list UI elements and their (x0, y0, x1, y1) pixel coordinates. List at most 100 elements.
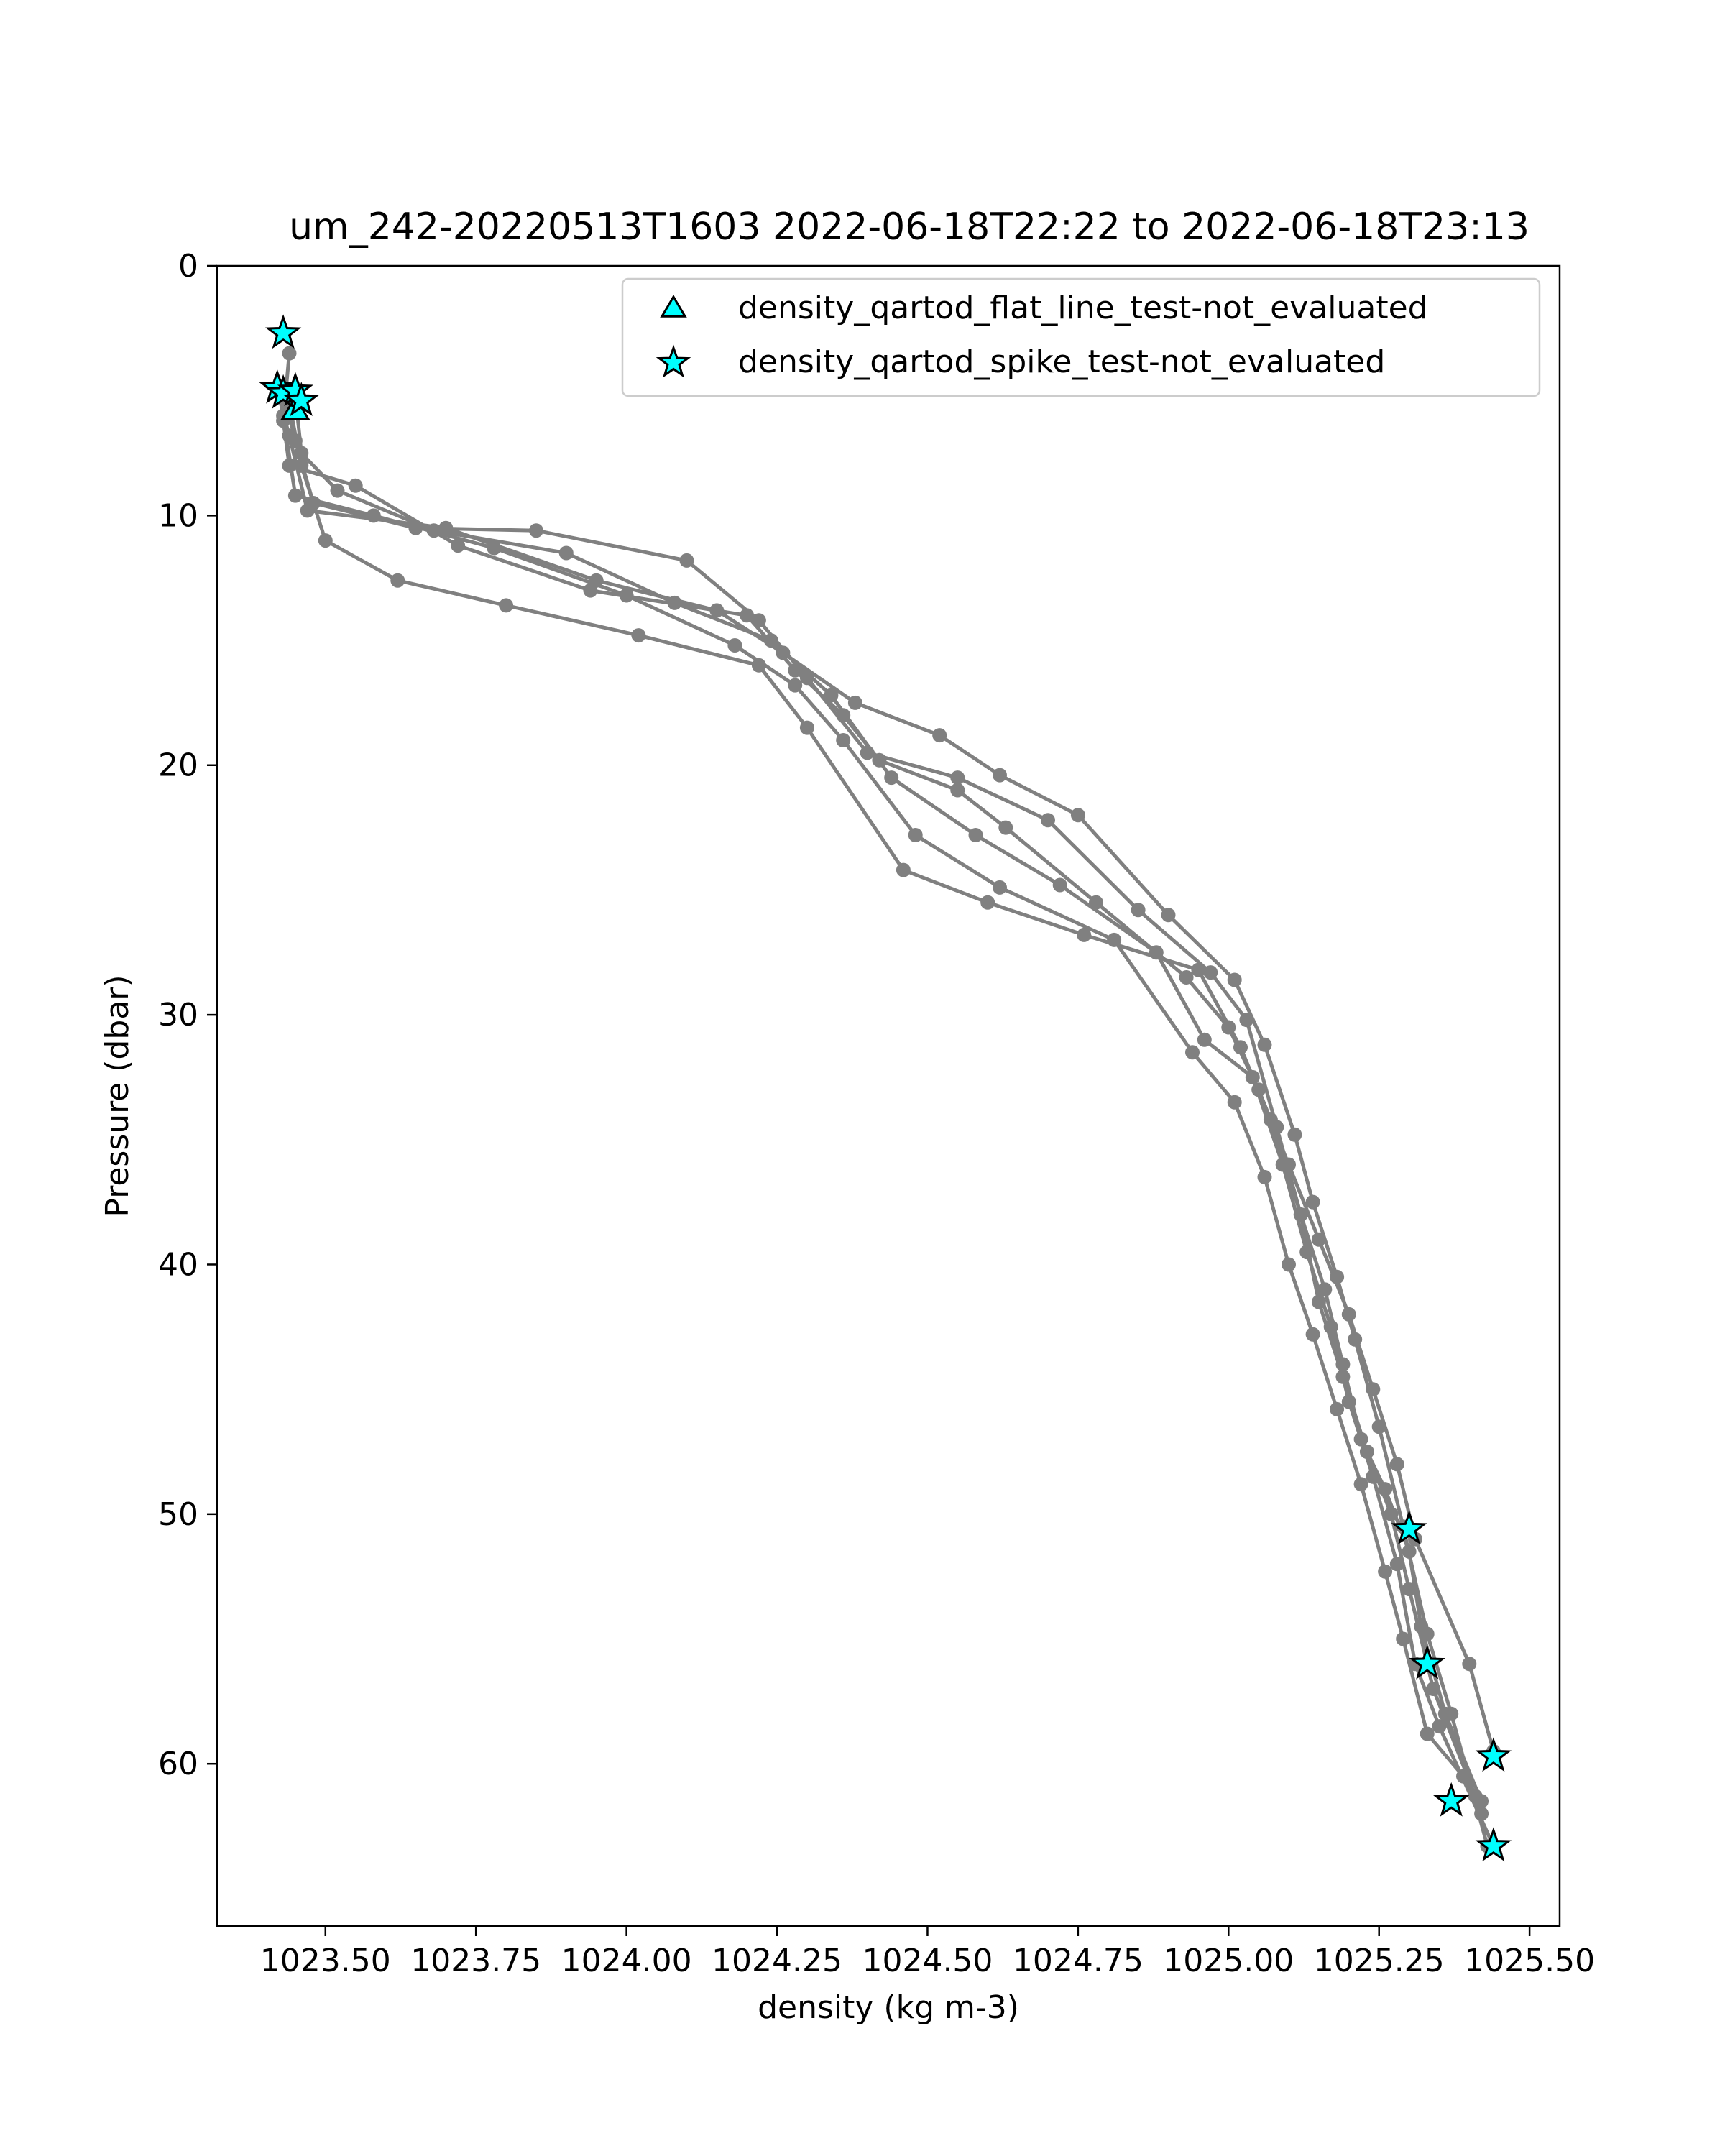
profile-point (1420, 1626, 1435, 1641)
x-tick-label: 1023.50 (260, 1943, 391, 1979)
profile-line (281, 390, 1484, 1802)
profile-point (799, 720, 814, 735)
profile-point (288, 488, 303, 503)
profile-point (998, 820, 1013, 835)
profile-point (487, 540, 502, 556)
y-tick-label: 60 (158, 1746, 198, 1782)
profile-point (1305, 1194, 1320, 1210)
x-tick-label: 1025.00 (1163, 1943, 1294, 1979)
profile-point (751, 613, 766, 628)
profile-point (1282, 1257, 1296, 1272)
profile-point (1161, 908, 1176, 923)
spike-marker (1391, 1510, 1427, 1545)
profile-point (763, 633, 778, 648)
profile-point (1070, 808, 1085, 823)
profile-point (709, 603, 724, 618)
spike-marker (1475, 1737, 1512, 1772)
profile-point (1179, 970, 1194, 985)
profile-point (318, 533, 333, 548)
profile-point (824, 688, 839, 703)
profile-point (667, 595, 682, 610)
x-tick-label: 1025.25 (1314, 1943, 1445, 1979)
spike-marker (1433, 1782, 1470, 1817)
profile-point (993, 880, 1007, 895)
profile-point (1456, 1769, 1471, 1784)
profile-point (451, 538, 466, 553)
spike-marker (1409, 1644, 1445, 1680)
profile-point (1263, 1112, 1278, 1127)
profile-point (1474, 1806, 1489, 1821)
profile-point (1203, 965, 1218, 980)
profiles-layer (270, 346, 1501, 1853)
profile-point (1227, 1095, 1242, 1110)
profile-point (1420, 1726, 1435, 1741)
profile-point (727, 638, 742, 653)
x-tick-label: 1024.50 (862, 1943, 993, 1979)
x-tick-label: 1024.25 (712, 1943, 842, 1979)
profile-point (1041, 813, 1055, 828)
profile-point (1353, 1477, 1368, 1492)
profile-point (1305, 1327, 1320, 1342)
spike-marker (1475, 1827, 1512, 1862)
profile-point (282, 346, 297, 361)
profile-line (281, 353, 1496, 1752)
profile-point (330, 483, 345, 498)
profile-point (1462, 1657, 1477, 1672)
profile-line (293, 395, 1496, 1847)
spike-marker (264, 314, 302, 349)
profile-point (1185, 1045, 1200, 1060)
profile-point (1402, 1582, 1417, 1597)
profile-point (847, 695, 862, 710)
profile-point (896, 862, 911, 877)
profile-point (1426, 1682, 1441, 1696)
profile-point (1348, 1332, 1363, 1347)
profile-point (1444, 1706, 1459, 1721)
profile-line (281, 415, 1484, 1815)
profile-point (1227, 972, 1242, 987)
profile-point (1293, 1207, 1308, 1222)
profile-point (1107, 932, 1122, 947)
profile-point (968, 828, 983, 842)
chart-title: um_242-20220513T1603 2022-06-18T22:22 to… (289, 206, 1530, 249)
y-tick-label: 30 (158, 997, 198, 1033)
profile-point (1389, 1457, 1404, 1472)
legend-label-flat-line: density_qartod_flat_line_test-not_evalua… (738, 290, 1428, 326)
profile-point (1233, 1040, 1248, 1055)
profile-point (1257, 1037, 1272, 1052)
profile-point (390, 573, 405, 588)
profile-line (288, 402, 1478, 1797)
profile-point (950, 783, 965, 798)
profile-point (1197, 1032, 1212, 1047)
profile-point (366, 508, 381, 523)
profile-point (619, 588, 634, 603)
profile-point (1378, 1564, 1393, 1579)
profile-point (348, 478, 363, 493)
y-tick-label: 10 (158, 497, 198, 534)
y-tick-label: 20 (158, 747, 198, 784)
profile-point (1311, 1294, 1326, 1309)
profile-point (950, 770, 965, 786)
profile-point (1359, 1445, 1374, 1459)
legend: density_qartod_flat_line_test-not_evalua… (621, 277, 1541, 397)
x-tick-label: 1023.75 (410, 1943, 541, 1979)
profile-point (300, 503, 315, 518)
y-axis: 0 10 20 30 40 50 60 (158, 248, 217, 1782)
profile-point (558, 545, 574, 561)
profile-point (499, 598, 514, 613)
profile-point (631, 628, 646, 643)
profile-point (980, 895, 995, 910)
legend-triangle-icon (660, 295, 687, 318)
profile-point (1335, 1369, 1351, 1384)
x-axis: 1023.50 1023.75 1024.00 1024.25 1024.50 1024.… (260, 1926, 1595, 1979)
profile-point (1371, 1419, 1386, 1434)
legend-box (621, 277, 1541, 397)
profile-point (908, 828, 923, 842)
profile-point (1052, 877, 1067, 893)
profile-point (1257, 1169, 1272, 1184)
profile-point (1287, 1127, 1302, 1142)
x-tick-label: 1025.50 (1464, 1943, 1595, 1979)
profile-point (788, 678, 803, 693)
profile-point (529, 523, 543, 538)
profile-point (1131, 903, 1146, 918)
